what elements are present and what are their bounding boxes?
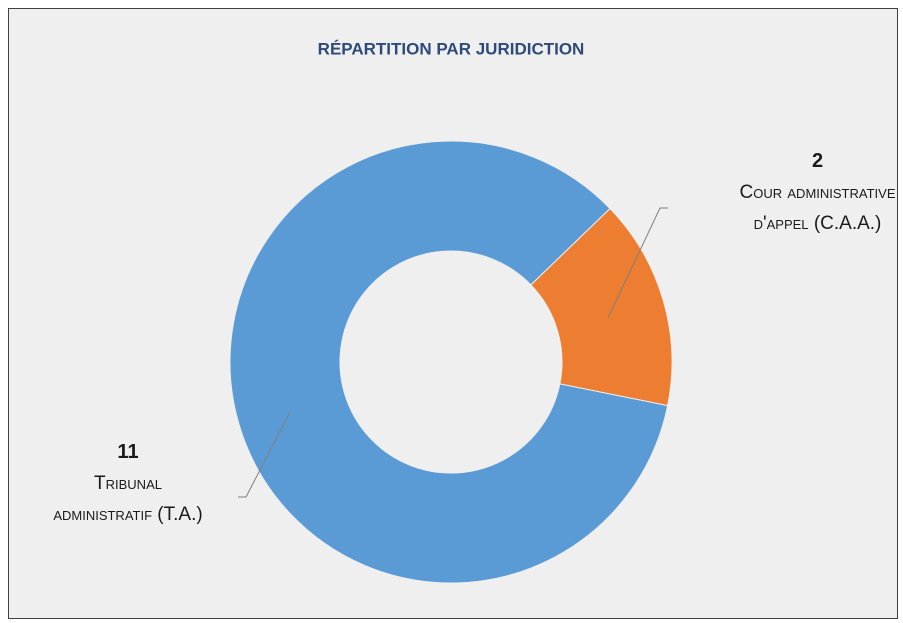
leader-line — [238, 411, 291, 498]
donut-slice — [229, 140, 669, 584]
slices — [229, 140, 673, 584]
leader-line — [607, 207, 668, 319]
chart-title: Répartition par juridiction — [318, 39, 585, 58]
category-label: Cour administrative d'appel (C.A.A.) — [739, 182, 896, 234]
slice-label: 11 Tribunal administratif (T.A.) — [48, 437, 208, 530]
value-label: 2 — [811, 150, 824, 172]
category-label: Tribunal administratif (T.A.) — [53, 473, 203, 525]
slice-label: 2 Cour administrative d'appel (C.A.A.) — [735, 146, 900, 239]
value-label: 11 — [117, 441, 139, 463]
